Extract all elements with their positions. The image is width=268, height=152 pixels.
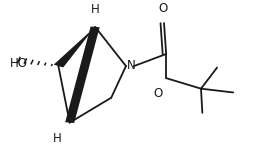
Text: H: H (91, 3, 99, 16)
Text: O: O (159, 2, 168, 15)
Polygon shape (54, 27, 95, 67)
Text: H: H (53, 132, 62, 145)
Text: O: O (154, 87, 163, 100)
Text: N: N (127, 59, 136, 72)
Text: HO: HO (10, 57, 28, 70)
Polygon shape (65, 26, 100, 123)
